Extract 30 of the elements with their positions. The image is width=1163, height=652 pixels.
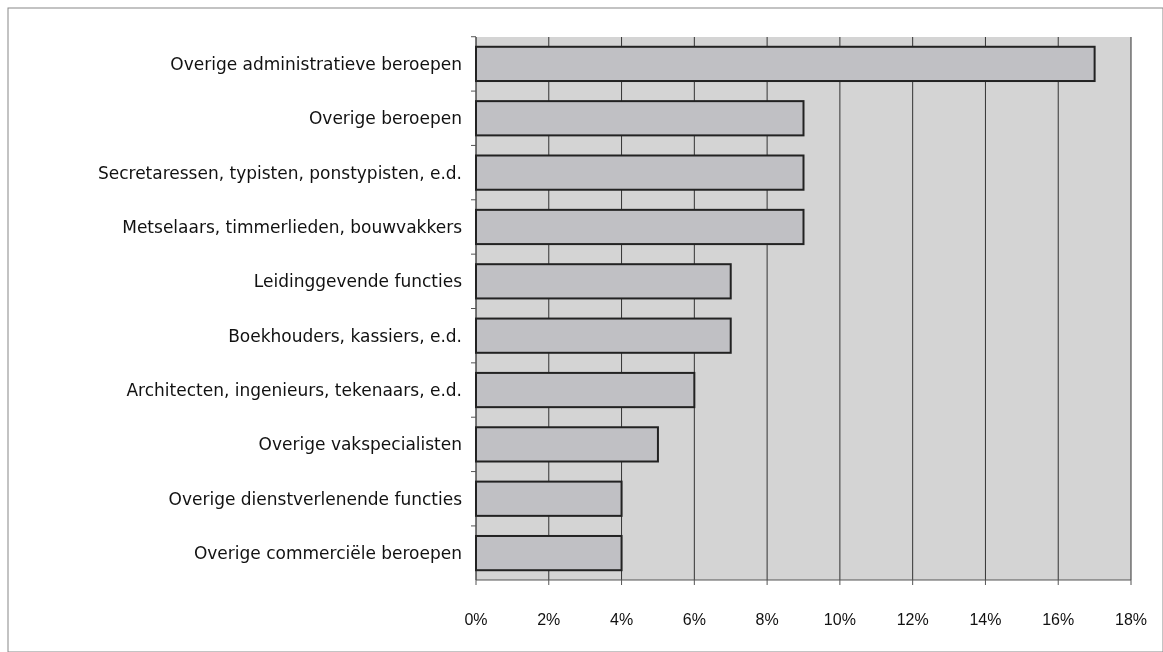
y-tick-label: Overige beroepen: [308, 108, 462, 129]
x-tick-label: 18%: [1114, 611, 1148, 628]
y-tick-label: Architecten, ingenieurs, tekenaars, e.d.: [126, 380, 462, 401]
x-tick-label: 12%: [896, 611, 929, 628]
bar: [475, 100, 805, 137]
x-tick-label: 8%: [755, 611, 779, 628]
bar: [475, 263, 732, 300]
x-tick-label: 4%: [609, 611, 634, 628]
x-tick-label: 16%: [1042, 611, 1075, 628]
y-tick-label: Secretaressen, typisten, ponstypisten, e.d.: [97, 162, 462, 183]
bar: [475, 45, 1096, 83]
x-tick-label: 10%: [823, 611, 856, 628]
y-tick-label: Metselaars, timmerlieden, bouwvakkers: [122, 216, 463, 237]
y-tick-label: Overige administratieve beroepen: [170, 53, 462, 74]
bar: [475, 208, 805, 246]
y-tick-label: Boekhouders, kassiers, e.d.: [228, 325, 462, 346]
bar: [475, 480, 623, 517]
x-tick-label: 14%: [969, 611, 1002, 628]
y-tick-label: Overige commerciële beroepen: [193, 543, 462, 564]
bar: [475, 154, 805, 191]
x-tick-label: 6%: [682, 611, 706, 628]
x-tick-label: 2%: [537, 611, 561, 628]
bar: [475, 426, 659, 463]
y-tick-label: Overige dienstverlenende functies: [168, 488, 463, 509]
y-tick-label: Leidinggevende functies: [253, 271, 463, 292]
bar: [475, 534, 623, 572]
x-tick-label: 0%: [464, 611, 488, 628]
bar: [475, 317, 732, 354]
y-tick-label: Overige vakspecialisten: [258, 434, 462, 455]
bar: [475, 371, 696, 409]
